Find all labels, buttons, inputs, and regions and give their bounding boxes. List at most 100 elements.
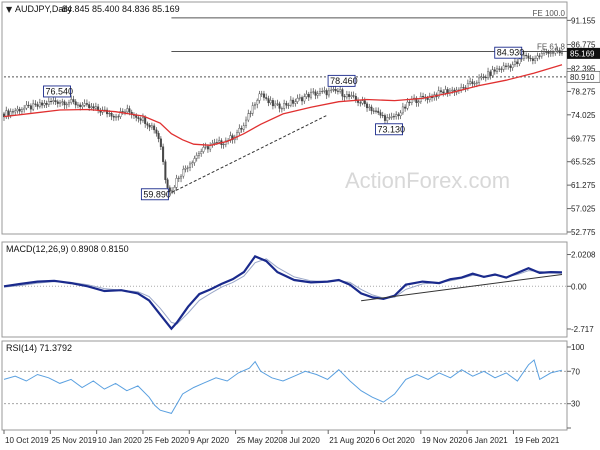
price-candle-body	[422, 96, 425, 98]
price-candle-body	[561, 52, 564, 54]
price-y-tick-label: 65.525	[571, 158, 596, 167]
price-candle-body	[90, 106, 93, 109]
price-candle-body	[527, 55, 530, 59]
price-candle-body	[191, 162, 194, 165]
price-candle-body	[307, 93, 310, 98]
price-candle-body	[350, 95, 353, 97]
price-y-tick-label: 69.775	[571, 134, 596, 143]
price-candle-body	[267, 98, 270, 104]
rsi-y-tick-label: 70	[571, 367, 580, 376]
price-dropdown-icon[interactable]: ▼	[6, 5, 13, 14]
price-candle-body	[507, 65, 510, 67]
price-candle-body	[310, 91, 313, 98]
macd-y-tick-label: 0.00	[571, 282, 587, 291]
price-candle-body	[200, 151, 203, 154]
x-tick-label: 19 Feb 2021	[514, 436, 559, 445]
price-candle-body	[478, 77, 481, 83]
price-candle-body	[206, 146, 209, 150]
price-candle-body	[274, 103, 277, 107]
price-candle-body	[415, 97, 418, 103]
price-annotation-label: 76.540	[46, 86, 74, 96]
price-candle-body	[406, 101, 409, 109]
price-candle-body	[27, 104, 30, 106]
price-candle-body	[518, 58, 521, 65]
price-candle-body	[164, 161, 167, 180]
price-candle-body	[348, 94, 351, 97]
price-candle-body	[368, 106, 371, 109]
price-candle-body	[451, 89, 454, 92]
price-candle-body	[388, 117, 391, 119]
price-y-axis: 91.155 86.775 82.395 78.275 74.025 69.775 65.5…	[567, 16, 596, 237]
price-candle-body	[20, 109, 23, 112]
price-candle-body	[525, 55, 528, 57]
price-candle-body	[473, 83, 476, 85]
price-candle-body	[265, 97, 268, 99]
price-candle-body	[276, 103, 279, 105]
price-candle-body	[538, 55, 541, 57]
price-candle-body	[332, 88, 335, 91]
price-annotation-box	[494, 46, 523, 59]
price-level-label: FE 61.8	[537, 43, 566, 52]
price-candle-body	[72, 99, 75, 102]
price-candle-body	[395, 114, 398, 117]
price-candle-body	[88, 104, 91, 109]
price-candle-body	[260, 93, 263, 95]
price-candle-body	[379, 112, 382, 116]
price-candle-body	[16, 108, 19, 112]
price-candle-body	[155, 129, 158, 134]
price-candle-body	[502, 65, 505, 70]
price-candle-body	[480, 76, 483, 79]
price-candle-body	[363, 100, 366, 105]
price-candle-body	[327, 90, 330, 96]
price-candle-body	[18, 108, 21, 112]
price-candle-body	[74, 101, 77, 106]
price-candle-body	[251, 105, 254, 114]
price-candle-body	[45, 103, 48, 105]
price-candle-body	[249, 112, 252, 114]
price-candle-body	[81, 105, 84, 108]
price-candle-body	[534, 58, 537, 61]
price-candle-body	[146, 123, 149, 126]
price-panel: ActionForex.com ▼ AUDJPY,Daily 84.845 85…	[1, 1, 600, 237]
rsi-y-tick-label: 30	[571, 400, 580, 409]
rsi-panel-frame	[1, 340, 568, 431]
price-candle-body	[417, 101, 420, 103]
price-candle-body	[287, 104, 290, 106]
price-annotation-box	[375, 123, 403, 136]
price-candle-body	[545, 51, 548, 53]
price-candle-body	[531, 58, 534, 61]
price-candle-body	[92, 106, 95, 109]
price-candle-body	[489, 71, 492, 76]
price-candle-body	[135, 115, 138, 118]
price-candle-body	[370, 106, 373, 112]
price-candle-body	[59, 102, 62, 104]
rsi-y-tick-label: 100	[571, 343, 585, 352]
price-candle-body	[106, 109, 109, 115]
price-candle-body	[256, 100, 259, 105]
last-price-box	[567, 47, 600, 59]
price-candle-body	[112, 116, 115, 118]
price-candle-body	[372, 110, 375, 112]
price-candle-body	[262, 93, 265, 98]
price-candle-body	[83, 103, 86, 106]
last-price-text: 85.169	[570, 49, 595, 58]
price-candle-body	[487, 71, 490, 79]
price-candle-body	[305, 93, 308, 97]
rsi-line	[3, 359, 563, 414]
macd-panel-frame	[1, 241, 568, 338]
price-candle-body	[157, 133, 160, 140]
price-candle-body	[500, 68, 503, 70]
price-candle-body	[543, 51, 546, 54]
price-ohlc: 84.845 85.400 84.836 85.169	[62, 4, 180, 14]
price-candle-body	[61, 101, 64, 103]
price-candle-body	[148, 124, 151, 128]
price-level-box	[566, 70, 600, 83]
macd-y-axis: 2.0208 0.00 -2.717	[567, 251, 596, 334]
price-candle-body	[314, 91, 317, 96]
price-candle-body	[85, 103, 88, 105]
price-candle-body	[139, 118, 142, 121]
price-level-label: 80.910	[570, 73, 595, 82]
price-candle-body	[397, 114, 400, 117]
price-candle-body	[213, 142, 216, 144]
